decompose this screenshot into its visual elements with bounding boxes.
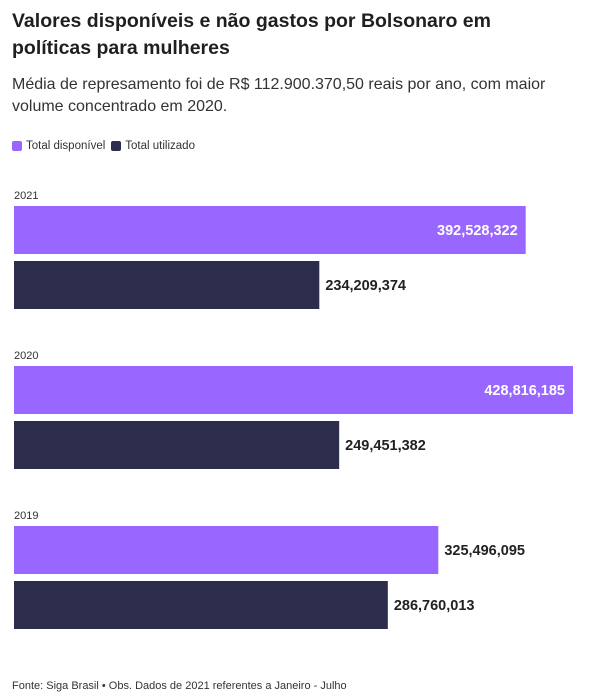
bar-used-2021 bbox=[14, 261, 320, 309]
legend-item-available: Total disponível bbox=[12, 140, 105, 152]
bar-used-2020 bbox=[14, 421, 340, 469]
bar-used-2019 bbox=[14, 581, 388, 629]
bar-available-2021 bbox=[14, 206, 526, 254]
legend-label-used: Total utilizado bbox=[125, 140, 195, 152]
data-label-used-2019: 286,760,013 bbox=[394, 598, 475, 614]
legend-swatch-available bbox=[12, 141, 22, 151]
legend-item-used: Total utilizado bbox=[111, 140, 195, 152]
chart-footer: Fonte: Siga Brasil • Obs. Dados de 2021 … bbox=[12, 680, 347, 692]
data-label-available-2021: 392,528,322 bbox=[437, 223, 518, 239]
data-label-available-2020: 428,816,185 bbox=[484, 383, 565, 399]
chart-subtitle: Média de represamento foi de R$ 112.900.… bbox=[12, 76, 546, 115]
data-label-available-2019: 325,496,095 bbox=[444, 543, 525, 559]
legend-swatch-used bbox=[111, 141, 122, 151]
bar-available-2019 bbox=[14, 526, 439, 574]
bar-available-2020 bbox=[14, 366, 573, 414]
legend: Total disponível Total utilizado bbox=[12, 140, 201, 152]
category-label-2019: 2019 bbox=[14, 510, 38, 522]
data-label-used-2020: 249,451,382 bbox=[345, 438, 426, 454]
category-label-2020: 2020 bbox=[14, 350, 38, 362]
legend-label-available: Total disponível bbox=[26, 140, 106, 152]
chart-title: Valores disponíveis e não gastos por Bol… bbox=[12, 10, 491, 59]
category-label-2021: 2021 bbox=[14, 190, 38, 202]
data-label-used-2021: 234,209,374 bbox=[325, 278, 406, 294]
